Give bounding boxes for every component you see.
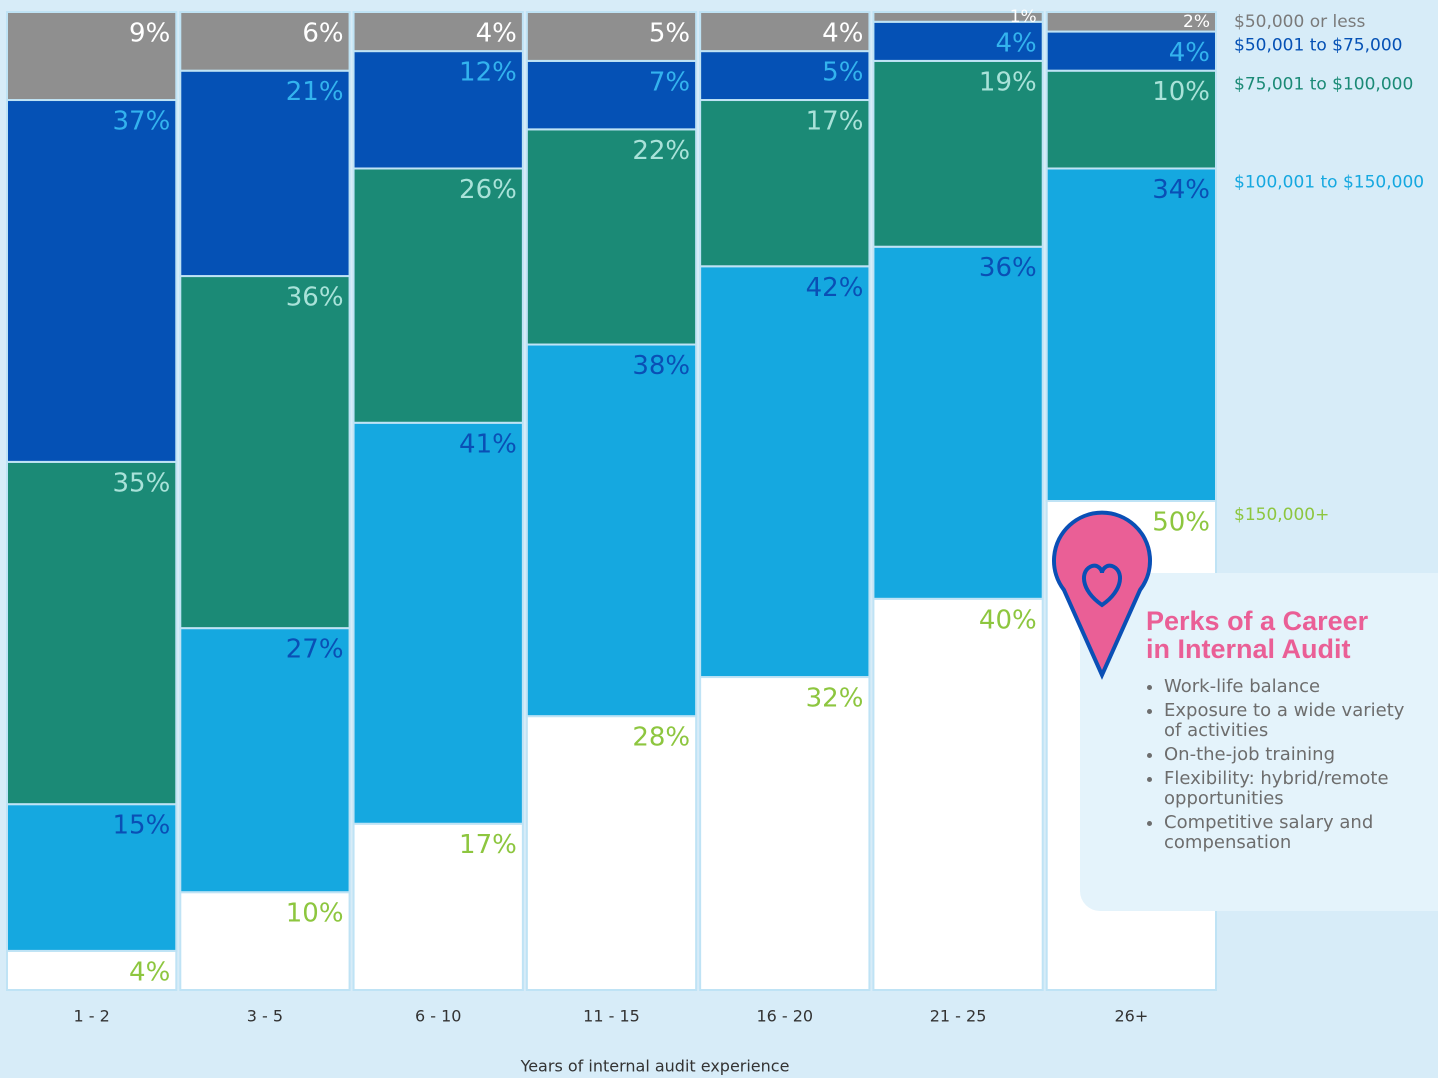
bar-segment xyxy=(352,50,524,170)
bar-segment xyxy=(525,11,698,62)
bar-segment xyxy=(699,99,871,268)
bar-segment xyxy=(872,11,1044,23)
bar-segment xyxy=(179,891,351,992)
value-label: 38% xyxy=(632,351,690,381)
bar-segment xyxy=(352,11,524,53)
bar-segment xyxy=(525,128,698,346)
perks-list: Work-life balance Exposure to a wide vari… xyxy=(1146,677,1418,853)
value-label: 21% xyxy=(286,77,344,107)
bar-segment xyxy=(179,69,351,278)
value-label: 6% xyxy=(302,19,343,49)
value-label: 19% xyxy=(979,67,1037,97)
value-label: 22% xyxy=(632,136,690,166)
value-label: 42% xyxy=(806,273,864,303)
value-label: 34% xyxy=(1152,175,1210,205)
value-label: 10% xyxy=(286,899,344,929)
value-label: 36% xyxy=(979,253,1037,283)
bar-segment xyxy=(872,245,1044,600)
perks-title-line: in Internal Audit xyxy=(1146,634,1351,664)
legend-label: $50,001 to $75,000 xyxy=(1234,36,1402,56)
value-label: 27% xyxy=(286,635,344,665)
x-axis-label: Years of internal audit experience xyxy=(520,1057,790,1076)
bar-segment xyxy=(699,265,871,679)
bar-segment xyxy=(1045,11,1217,33)
value-label: 12% xyxy=(459,58,517,88)
bar-segment xyxy=(525,343,698,718)
x-tick-label: 3 - 5 xyxy=(247,1007,283,1026)
bar-segment xyxy=(6,803,178,952)
x-tick-label: 1 - 2 xyxy=(73,1007,109,1026)
perk-item: Flexibility: hybrid/remote opportunities xyxy=(1164,769,1418,809)
perk-item: Exposure to a wide variety of activities xyxy=(1164,701,1418,741)
bar-segment xyxy=(6,11,178,102)
bar-segment xyxy=(352,822,524,991)
bar-segment xyxy=(872,59,1044,248)
bar-segment xyxy=(179,627,351,894)
x-tick-label: 21 - 25 xyxy=(930,1007,987,1026)
bar-segment xyxy=(1045,167,1217,502)
perks-title: Perks of a Career in Internal Audit xyxy=(1146,607,1418,663)
value-label: 4% xyxy=(1169,38,1210,68)
bar-segment xyxy=(6,460,178,806)
bar-segment xyxy=(179,11,351,72)
bar-segment xyxy=(179,275,351,630)
perks-panel: Perks of a Career in Internal Audit Work… xyxy=(1080,573,1438,911)
bar-segment xyxy=(6,99,178,463)
perk-item: On-the-job training xyxy=(1164,745,1418,765)
bar-segment xyxy=(352,167,524,424)
value-label: 50% xyxy=(1152,508,1210,538)
value-label: 37% xyxy=(112,107,170,137)
value-label: 41% xyxy=(459,429,517,459)
value-label: 1% xyxy=(1010,7,1037,27)
bar-segment xyxy=(872,597,1044,991)
bar-segment xyxy=(6,949,178,992)
bar-segment xyxy=(352,421,524,825)
value-label: 9% xyxy=(129,19,170,49)
bar-segment xyxy=(699,11,871,53)
bar-segment xyxy=(525,59,698,131)
value-label: 7% xyxy=(649,67,690,97)
x-tick-label: 16 - 20 xyxy=(756,1007,813,1026)
value-label: 35% xyxy=(112,468,170,498)
x-tick-label: 6 - 10 xyxy=(415,1007,461,1026)
perk-item: Work-life balance xyxy=(1164,677,1418,697)
value-label: 36% xyxy=(286,283,344,313)
value-label: 5% xyxy=(649,19,690,49)
value-label: 4% xyxy=(995,28,1036,58)
value-label: 15% xyxy=(112,811,170,841)
legend-label: $75,001 to $100,000 xyxy=(1234,75,1413,95)
bar-segment xyxy=(525,715,698,991)
bar-segment xyxy=(699,676,871,991)
value-label: 4% xyxy=(129,957,170,987)
value-label: 32% xyxy=(806,684,864,714)
value-label: 4% xyxy=(822,19,863,49)
value-label: 4% xyxy=(476,19,517,49)
value-label: 17% xyxy=(806,107,864,137)
legend-label: $50,000 or less xyxy=(1234,12,1366,32)
value-label: 28% xyxy=(632,723,690,753)
value-label: 17% xyxy=(459,830,517,860)
legend-label: $150,000+ xyxy=(1234,505,1329,525)
x-tick-label: 26+ xyxy=(1114,1007,1148,1026)
perk-item: Competitive salary and compensation xyxy=(1164,813,1418,853)
bar-segment xyxy=(872,20,1044,62)
bar-segment xyxy=(1045,30,1217,72)
value-label: 40% xyxy=(979,605,1037,635)
value-label: 26% xyxy=(459,175,517,205)
legend-label: $100,001 to $150,000 xyxy=(1234,172,1424,192)
value-label: 2% xyxy=(1183,12,1210,32)
perks-title-line: Perks of a Career xyxy=(1146,606,1369,636)
x-tick-label: 11 - 15 xyxy=(583,1007,640,1026)
value-label: 5% xyxy=(822,58,863,88)
value-label: 10% xyxy=(1152,77,1210,107)
